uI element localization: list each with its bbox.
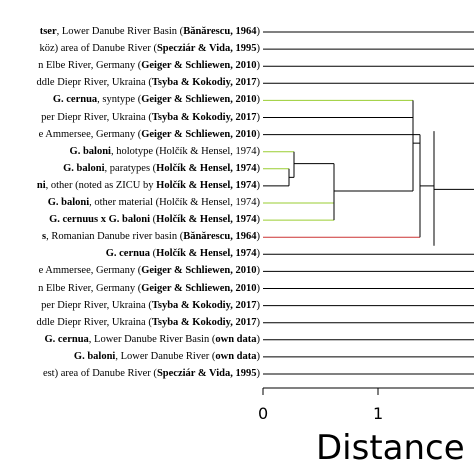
leaf-label-part: Geiger & Schliewen, 2010 [141,282,257,294]
leaf-label-part: ( [150,248,157,260]
leaf-label-part: Holčík & Hensel, 1974 [156,162,257,174]
leaf-label: köz) area of Danube River (Specziár & Vi… [39,41,260,57]
leaf-label: G. baloni, Lower Danube River (own data) [74,349,260,365]
leaf-label-part: Tsyba & Kokodiy, 2017 [151,77,257,89]
leaf-label-part: e Ammersee, Germany ( [38,128,142,140]
leaf-label-part: ) [256,94,261,106]
axis-tick-1: 1 [373,404,384,423]
leaf-label-part: ni [36,179,46,191]
leaf-label: ni, other (noted as ZICU by Holčík & Hen… [37,178,260,194]
leaf-label-part: G. baloni [63,162,105,174]
leaf-label-part: ( [150,214,157,226]
leaf-label-part: G. baloni [69,145,111,157]
leaf-label-part: Geiger & Schliewen, 2010 [141,265,257,277]
leaf-label-part: , other material (Holčík & Hensel, 1974) [89,197,260,208]
leaf-label-part: ) [256,350,261,362]
axis-tick-0: 0 [258,404,269,423]
leaf-label-part: ) [256,231,261,243]
leaf-label-part: G. cernua [44,333,89,345]
leaf-label-part: n Elbe River, Germany ( [38,60,142,72]
leaf-label-part: ) [256,316,261,328]
leaf-label-part: Holčík & Hensel, 1974 [156,214,257,226]
leaf-label-part: ) [256,77,261,89]
leaf-label-part: G. baloni [73,350,116,362]
leaf-label-part: Specziár & Vida, 1995 [156,43,257,55]
leaf-label-part: est) area of Danube River ( [42,368,157,379]
leaf-label-part: Tsyba & Kokodiy, 2017 [151,299,257,311]
leaf-label: G. cernua, syntype (Geiger & Schliewen, … [53,92,260,108]
leaf-label-part: Tsyba & Kokodiy, 2017 [151,111,257,123]
leaf-label-part: ) [256,128,261,140]
leaf-label: G. baloni, other material (Holčík & Hens… [48,195,260,211]
leaf-label-part: e Ammersee, Germany ( [38,265,142,277]
leaf-label: e Ammersee, Germany (Geiger & Schliewen,… [39,263,260,279]
leaf-label: per Diepr River, Ukraina (Tsyba & Kokodi… [41,110,260,126]
leaf-label-part: G. baloni [47,197,90,208]
leaf-label-part: , Lower Danube River Basin ( [56,26,184,37]
leaf-label-part: own data [215,333,257,345]
leaf-label-part: ) [256,43,261,55]
leaf-label: est) area of Danube River (Specziár & Vi… [43,366,260,382]
leaf-label: G. cernuus x G. baloni (Holčík & Hensel,… [49,212,260,228]
leaf-label-part: ) [256,248,261,260]
leaf-label-part: Geiger & Schliewen, 2010 [141,60,257,72]
leaf-label-part: , Romanian Danube river basin ( [46,231,184,243]
leaf-label-part: per Diepr River, Ukraina ( [41,299,152,311]
leaf-label-part: G. cernua [52,94,98,106]
leaf-label: per Diepr River, Ukraina (Tsyba & Kokodi… [41,298,260,314]
leaf-label: n Elbe River, Germany (Geiger & Schliewe… [38,58,260,74]
leaf-label: G. cernua, Lower Danube River Basin (own… [44,332,260,348]
leaf-label-part: ) [256,299,261,311]
leaf-label: ddle Diepr River, Ukraina (Tsyba & Kokod… [37,75,261,91]
leaf-label-part: own data [215,350,257,362]
leaf-label-part: Holčík & Hensel, 1974 [156,248,257,260]
leaf-label-part: ) [256,333,261,345]
leaf-label-part: ddle Diepr River, Ukraina ( [36,77,152,89]
leaf-label-part: Holčík & Hensel, 1974 [156,179,257,191]
axis-title: Distance [316,428,465,468]
leaf-label-part: , Lower Danube River Basin ( [88,333,216,345]
leaf-label-part: Geiger & Schliewen, 2010 [141,128,257,140]
leaf-label-part: Bănărescu, 1964 [183,231,257,243]
leaf-label-part: , paratypes ( [104,162,157,174]
leaf-label-part: , holotype (Holčík & Hensel, 1974) [110,145,260,157]
leaf-label: n Elbe River, Germany (Geiger & Schliewe… [38,281,260,297]
leaf-label: s, Romanian Danube river basin (Bănăresc… [42,229,260,245]
leaf-label-part: köz) area of Danube River ( [39,43,157,55]
leaf-label: G. baloni, paratypes (Holčík & Hensel, 1… [63,161,260,177]
leaf-label: tser, Lower Danube River Basin (Bănăresc… [40,24,260,40]
leaf-label-part: ) [256,26,261,37]
leaf-label-part: ) [256,162,261,174]
leaf-label-part: ) [256,265,261,277]
leaf-label-part: , other (noted as ZICU by [45,179,157,191]
leaf-label-part: G. cernua [105,248,151,260]
leaf-label-part: ) [256,111,261,123]
leaf-label-part: ) [256,60,261,72]
leaf-label-part: Bănărescu, 1964 [183,26,257,37]
leaf-label-part: s [42,231,47,243]
leaf-label-part: ) [256,179,261,191]
leaf-label-part: G. cernuus x G. baloni [49,214,151,226]
leaf-label-part: n Elbe River, Germany ( [38,282,142,294]
leaf-label: G. cernua (Holčík & Hensel, 1974) [106,246,260,262]
leaf-label: ddle Diepr River, Ukraina (Tsyba & Kokod… [37,315,261,331]
leaf-label-part: Specziár & Vida, 1995 [156,368,257,379]
leaf-label: e Ammersee, Germany (Geiger & Schliewen,… [39,127,260,143]
leaf-label-part: Tsyba & Kokodiy, 2017 [151,316,257,328]
leaf-label: G. baloni, holotype (Holčík & Hensel, 19… [70,144,260,160]
leaf-label-part: ) [256,368,261,379]
leaf-label-part: Geiger & Schliewen, 2010 [141,94,257,106]
leaf-label-part: ddle Diepr River, Ukraina ( [36,316,152,328]
leaf-label-part: ) [256,282,261,294]
leaf-label-part: , Lower Danube River ( [115,350,216,362]
leaf-label-part: per Diepr River, Ukraina ( [41,111,152,123]
leaf-label-part: tser [39,26,57,37]
leaf-label-part: ) [256,214,261,226]
leaf-label-part: , syntype ( [97,94,142,106]
